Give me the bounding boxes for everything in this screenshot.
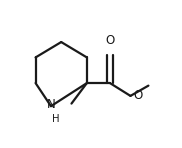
Text: N: N <box>47 98 55 111</box>
Text: O: O <box>133 89 142 102</box>
Text: O: O <box>105 34 115 47</box>
Text: H: H <box>52 114 60 124</box>
